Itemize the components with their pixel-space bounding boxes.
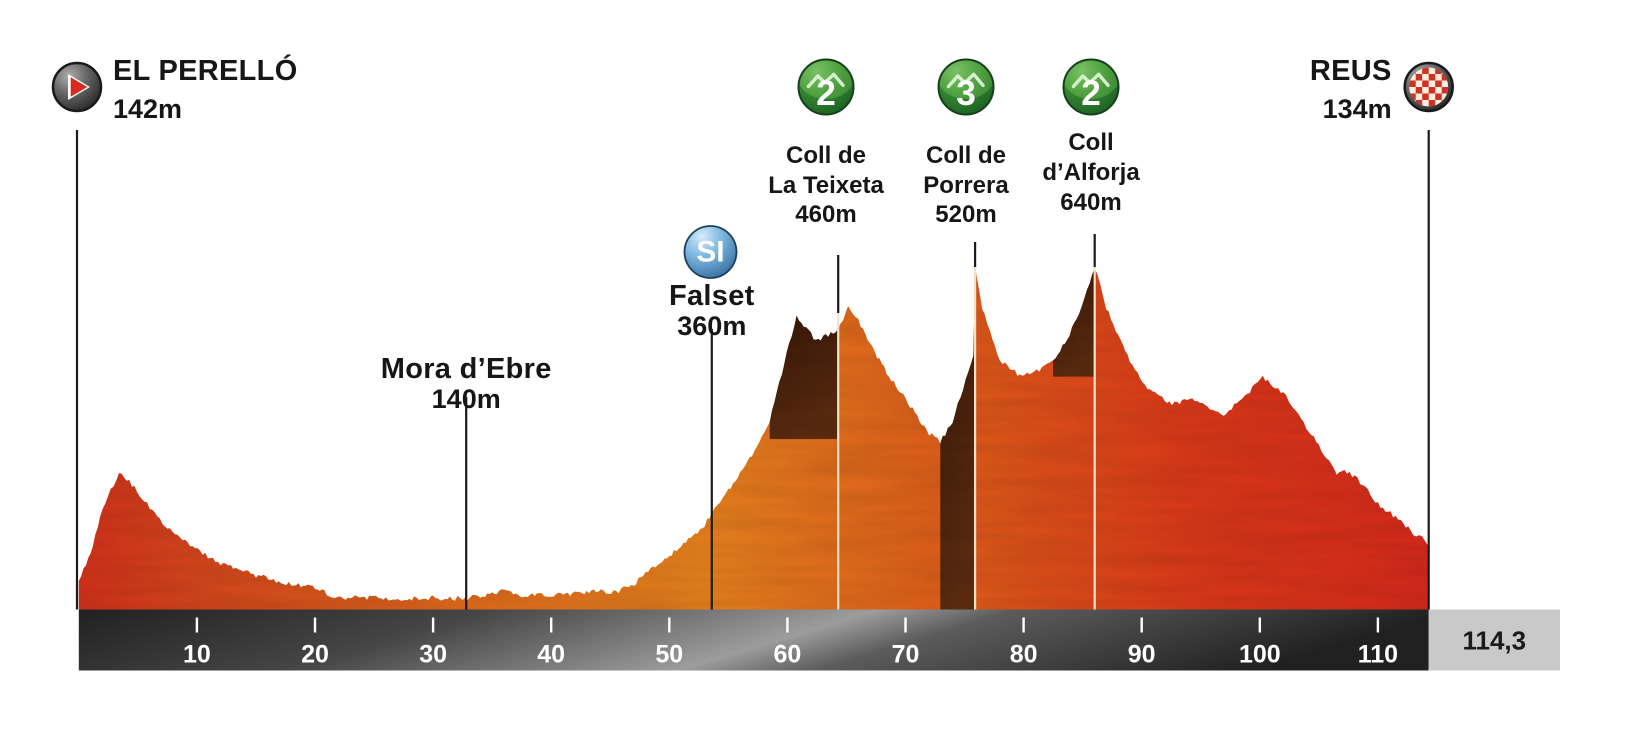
- svg-text:460m: 460m: [795, 201, 856, 228]
- svg-text:640m: 640m: [1060, 189, 1121, 216]
- svg-text:EL PERELLÓ: EL PERELLÓ: [113, 53, 298, 87]
- svg-text:La Teixeta: La Teixeta: [768, 172, 884, 199]
- svg-text:140m: 140m: [432, 384, 501, 414]
- svg-text:SI: SI: [696, 236, 724, 269]
- svg-text:2: 2: [816, 74, 836, 113]
- svg-text:20: 20: [301, 641, 329, 669]
- svg-text:90: 90: [1128, 641, 1156, 669]
- svg-text:30: 30: [419, 641, 447, 669]
- svg-text:134m: 134m: [1323, 94, 1392, 124]
- svg-text:2: 2: [1081, 74, 1101, 113]
- svg-text:Mora d’Ebre: Mora d’Ebre: [381, 353, 552, 385]
- svg-text:Coll de: Coll de: [926, 142, 1006, 169]
- svg-text:142m: 142m: [113, 94, 182, 124]
- svg-text:40: 40: [537, 641, 565, 669]
- svg-text:80: 80: [1010, 641, 1038, 669]
- svg-text:114,3: 114,3: [1462, 626, 1526, 656]
- svg-text:520m: 520m: [935, 201, 996, 228]
- svg-text:100: 100: [1239, 641, 1281, 669]
- svg-text:70: 70: [892, 641, 920, 669]
- svg-text:REUS: REUS: [1310, 55, 1392, 87]
- svg-text:Porrera: Porrera: [923, 172, 1009, 199]
- svg-text:Coll de: Coll de: [786, 142, 866, 169]
- svg-text:50: 50: [655, 641, 683, 669]
- svg-text:110: 110: [1358, 641, 1398, 669]
- svg-text:360m: 360m: [677, 311, 746, 341]
- svg-text:60: 60: [773, 641, 801, 669]
- svg-text:10: 10: [183, 641, 211, 669]
- svg-text:3: 3: [956, 74, 976, 113]
- svg-text:Falset: Falset: [669, 280, 755, 312]
- svg-text:d’Alforja: d’Alforja: [1042, 159, 1140, 186]
- svg-text:Coll: Coll: [1068, 129, 1113, 156]
